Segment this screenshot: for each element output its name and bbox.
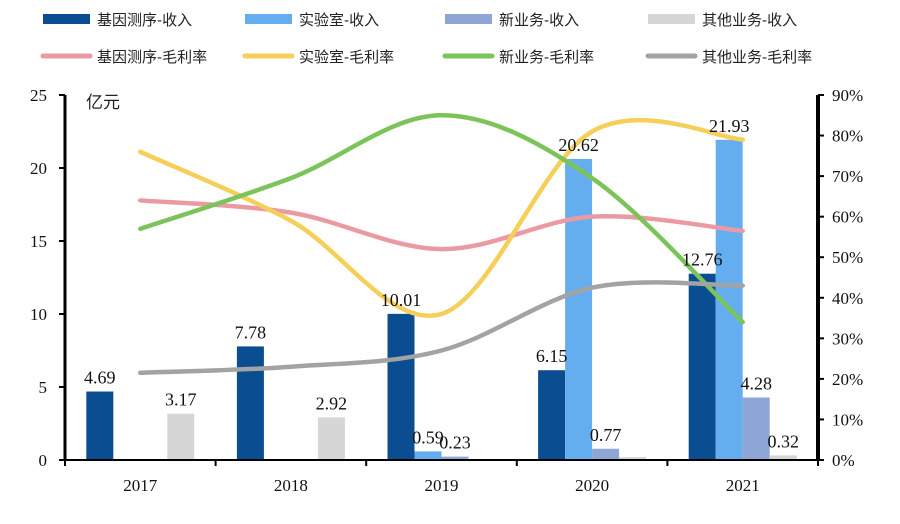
line-series-2 xyxy=(138,117,745,318)
bar-1-2018 xyxy=(236,346,264,460)
x-axis-tick-label: 2017 xyxy=(123,476,158,495)
right-axis-tick-label: 20% xyxy=(832,370,863,389)
x-axis-tick-label: 2021 xyxy=(726,476,760,495)
line-series-4 xyxy=(138,280,745,376)
right-axis-tick-label: 0% xyxy=(832,451,855,470)
bar-3-2021 xyxy=(742,397,770,460)
legend-swatch-bar xyxy=(648,14,695,24)
bar-4-2018 xyxy=(317,417,345,460)
right-axis-tick-label: 50% xyxy=(832,248,863,267)
data-label: 4.28 xyxy=(740,374,772,394)
legend-swatch-bar xyxy=(445,14,492,24)
lines-layer xyxy=(138,113,745,376)
right-axis-tick-label: 80% xyxy=(832,127,863,146)
bar-1-2019 xyxy=(387,313,415,460)
x-axis-tick-label: 2019 xyxy=(425,476,459,495)
data-label: 0.23 xyxy=(439,433,471,453)
bar-2-2020 xyxy=(565,158,593,460)
right-axis-tick-label: 90% xyxy=(832,86,863,105)
line-series-1 xyxy=(138,198,745,252)
left-axis-tick-label: 15 xyxy=(30,232,47,251)
data-label: 10.01 xyxy=(381,290,422,310)
legend-label: 其他业务-毛利率 xyxy=(702,48,812,66)
data-label: 21.93 xyxy=(709,116,750,136)
legend-label: 新业务-毛利率 xyxy=(499,48,594,66)
left-axis-tick-label: 0 xyxy=(39,451,48,470)
data-labels-layer: 4.69 7.78 10.01 6.15 12.76 0.59 20.62 21.93 0.23… xyxy=(84,116,799,453)
legend-label: 其他业务-收入 xyxy=(702,11,797,29)
bar-2-2019 xyxy=(414,451,442,460)
bars-layer xyxy=(86,139,797,460)
bar-3-2019 xyxy=(441,456,469,460)
data-label: 7.78 xyxy=(235,322,267,342)
right-axis-tick-label: 10% xyxy=(832,410,863,429)
legend-label: 实验室-毛利率 xyxy=(299,48,394,66)
legend-label: 实验室-收入 xyxy=(299,11,379,29)
left-axis-tick-label: 5 xyxy=(39,378,48,397)
bar-3-2020 xyxy=(592,448,620,460)
data-label: 12.76 xyxy=(682,250,723,270)
bar-1-2021 xyxy=(688,273,716,460)
right-axis-tick-label: 60% xyxy=(832,208,863,227)
right-axis-tick-label: 70% xyxy=(832,167,863,186)
data-label: 0.77 xyxy=(590,425,622,445)
legend-label: 基因测序-收入 xyxy=(97,11,192,29)
left-axis-tick-label: 10 xyxy=(30,305,47,324)
right-axis-tick-label: 30% xyxy=(832,329,863,348)
left-axis-tick-label: 25 xyxy=(30,86,47,105)
bar-4-2017 xyxy=(167,413,195,460)
left-axis-tick-label: 20 xyxy=(30,159,47,178)
legend-swatch-bar xyxy=(43,14,90,24)
data-label: 3.17 xyxy=(165,390,197,410)
axes-layer: 亿元 0 5 10 15 20 25 0% 10% 20% 30% 40% 50% 60% 70% 80% 9… xyxy=(30,86,863,495)
data-label: 0.32 xyxy=(767,431,799,451)
left-axis-unit-label: 亿元 xyxy=(86,93,120,113)
bar-4-2020 xyxy=(619,457,647,460)
right-axis-tick-label: 40% xyxy=(832,289,863,308)
legend-swatch-bar xyxy=(245,14,292,24)
data-label: 2.92 xyxy=(316,393,348,413)
data-label: 4.69 xyxy=(84,368,116,388)
bar-4-2021 xyxy=(769,455,797,460)
x-axis-tick-label: 2020 xyxy=(575,476,609,495)
bar-1-2017 xyxy=(86,391,114,460)
legend-label: 新业务-收入 xyxy=(499,11,579,29)
data-label: 20.62 xyxy=(558,135,599,155)
data-label: 0.59 xyxy=(412,427,444,447)
x-axis-tick-label: 2018 xyxy=(274,476,308,495)
data-label: 6.15 xyxy=(536,346,568,366)
legend-label: 基因测序-毛利率 xyxy=(97,48,207,66)
bar-1-2020 xyxy=(538,370,566,460)
